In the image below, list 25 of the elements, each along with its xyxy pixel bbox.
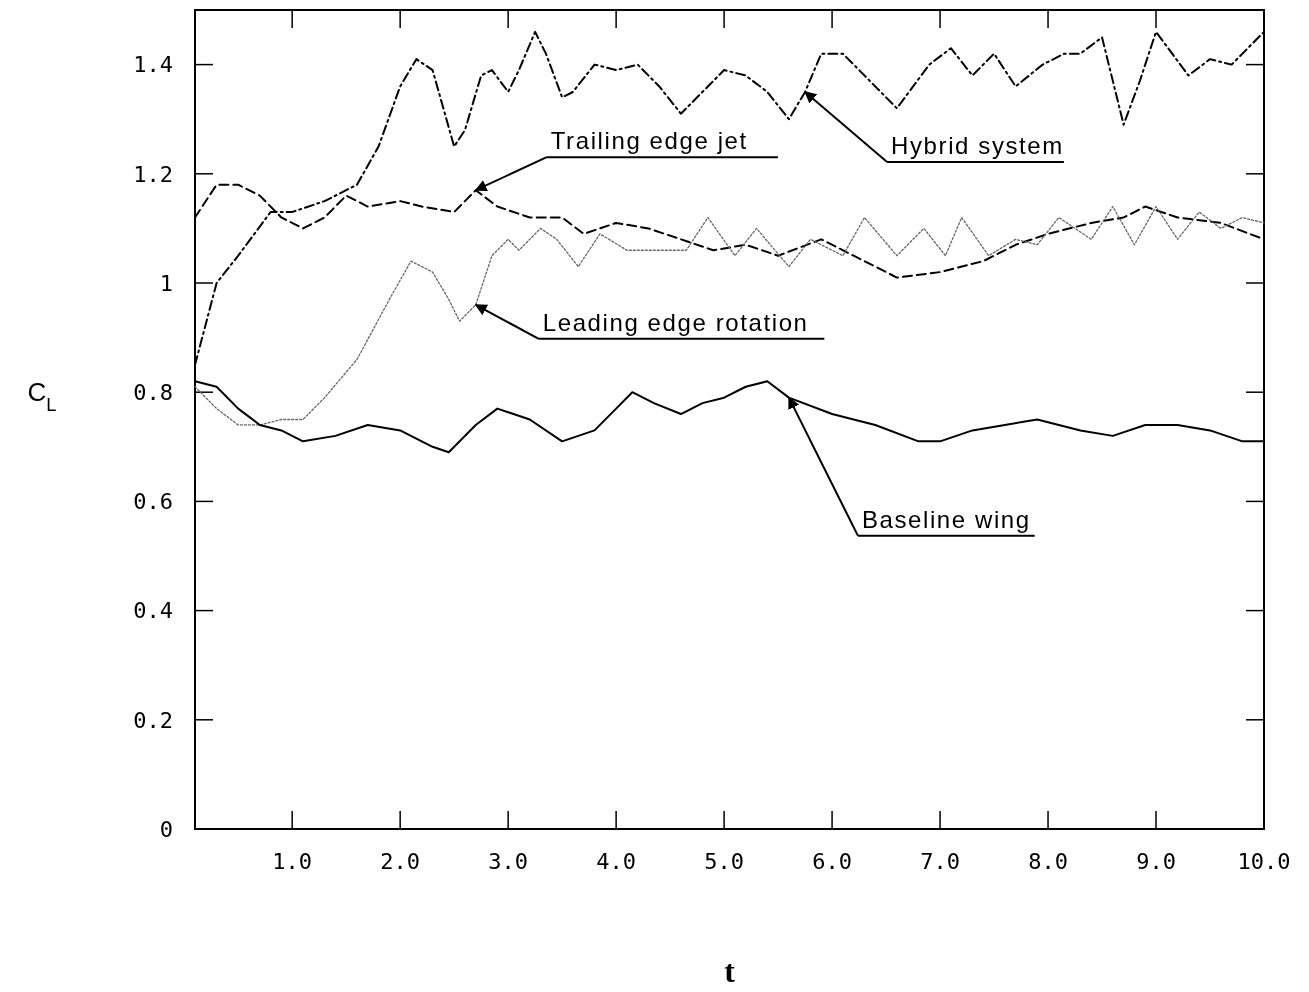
x-tick-label: 10.0	[1237, 849, 1291, 874]
y-tick-label: 0	[159, 816, 173, 842]
y-tick-label: 1.2	[133, 161, 173, 187]
y-tick-label: 0.4	[133, 598, 173, 624]
x-tick-label: 9.0	[1136, 849, 1176, 874]
y-tick-label: 1.4	[133, 52, 173, 78]
line-series	[194, 205, 1265, 426]
annotation: Hybrid system	[891, 131, 1064, 159]
y-tick-label: 1	[159, 270, 173, 296]
x-tick-label: 1.0	[272, 849, 313, 874]
x-tick-label: 3.0	[488, 849, 529, 874]
y-axis-title: C$_{L}$	[27, 377, 57, 416]
x-tick-label: 6.0	[812, 849, 852, 874]
x-axis-title: t	[724, 953, 736, 989]
x-tick-label: 2.0	[380, 849, 421, 874]
annotation: Leading edge rotation	[542, 308, 809, 336]
y-tick-label: 0.8	[133, 379, 173, 405]
y-tick-label: 0.6	[133, 489, 173, 515]
annotation: Trailing edge jet	[550, 127, 748, 155]
y-tick-label: 0.2	[133, 707, 173, 733]
x-tick-label: 7.0	[920, 849, 960, 874]
x-tick-label: 5.0	[704, 849, 744, 874]
x-tick-label: 8.0	[1028, 849, 1068, 874]
x-tick-label: 4.0	[596, 849, 636, 874]
annotation: Baseline wing	[861, 505, 1031, 533]
